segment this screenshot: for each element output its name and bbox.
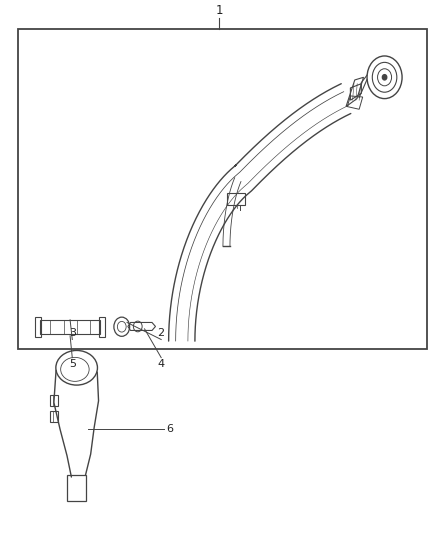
Text: 4: 4 xyxy=(158,359,165,369)
Bar xyxy=(67,475,86,501)
Text: 2: 2 xyxy=(158,328,165,338)
Text: 6: 6 xyxy=(166,424,173,434)
Text: 5: 5 xyxy=(69,359,76,369)
Bar xyxy=(227,193,245,205)
Text: 3: 3 xyxy=(69,328,76,338)
Text: 1: 1 xyxy=(215,4,223,17)
Circle shape xyxy=(382,75,387,80)
Bar xyxy=(18,29,427,349)
